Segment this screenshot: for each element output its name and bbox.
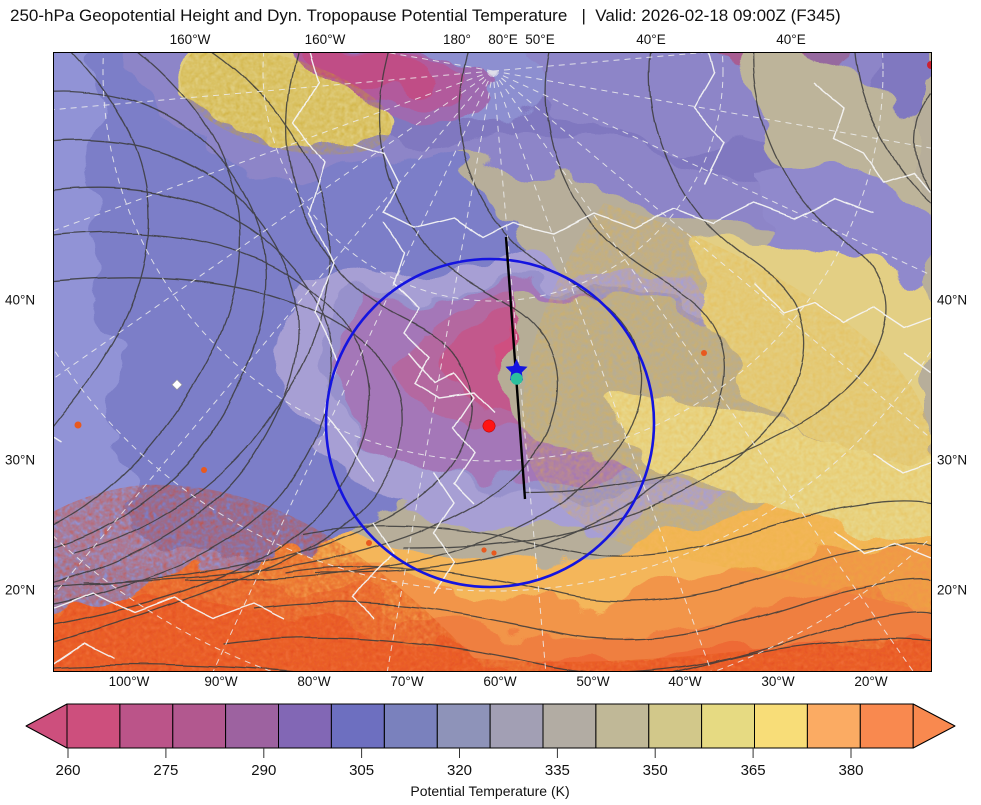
svg-text:335: 335 [545, 762, 570, 779]
svg-text:320: 320 [447, 762, 472, 779]
svg-text:275: 275 [153, 762, 178, 779]
svg-text:260: 260 [55, 762, 80, 779]
svg-text:305: 305 [349, 762, 374, 779]
svg-text:290: 290 [251, 762, 276, 779]
svg-text:365: 365 [741, 762, 766, 779]
svg-text:350: 350 [643, 762, 668, 779]
svg-text:380: 380 [838, 762, 863, 779]
